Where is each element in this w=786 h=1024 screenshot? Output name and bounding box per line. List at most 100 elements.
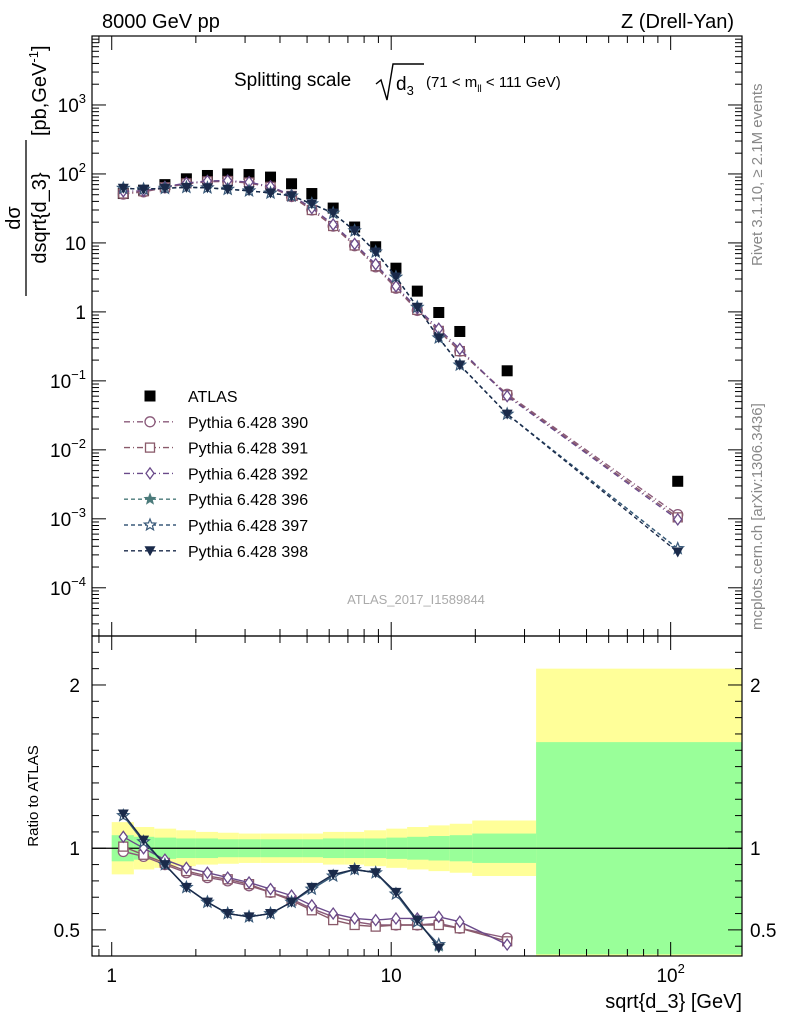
ratio-line	[122, 813, 440, 949]
ratio-point	[390, 887, 402, 898]
title-cut-open: (71 < m	[426, 74, 477, 91]
ratio-point	[202, 866, 213, 880]
legend-entry: Pythia 6.428 392	[124, 466, 308, 483]
data-point	[672, 512, 683, 527]
legend-entry: Pythia 6.428 396	[124, 492, 308, 509]
y-tick-label: 10−2	[50, 436, 86, 462]
mcplots-label: mcplots.cern.ch [arXiv:1306.3436]	[749, 403, 766, 630]
legend-marker	[142, 517, 158, 532]
data-point	[454, 325, 466, 337]
data-point	[117, 183, 129, 194]
ratio-panel-frame	[91, 635, 743, 957]
data-point	[306, 188, 318, 200]
series-line	[123, 180, 679, 516]
ratio-point	[349, 911, 360, 926]
y-tick-label: 102	[58, 160, 86, 186]
data-point	[391, 279, 401, 293]
process-label: Z (Drell-Yan)	[621, 11, 734, 33]
data-point	[349, 237, 360, 251]
data-point	[370, 257, 381, 271]
ratio-point	[181, 861, 192, 875]
data-point	[455, 342, 465, 356]
ratio-point	[370, 868, 382, 879]
ratio-point	[391, 911, 401, 926]
y-label-numerator: dσ	[3, 206, 25, 230]
title-cut-sub: ll	[477, 84, 481, 95]
data-point	[433, 306, 445, 318]
data-point	[433, 333, 445, 344]
legend-entry: ATLAS	[144, 389, 238, 406]
svg-text:dsqrt{d_3}: dsqrt{d_3}	[29, 172, 51, 264]
ratio-point	[138, 835, 150, 846]
data-point	[370, 247, 382, 258]
y-label-units-close: ]	[29, 45, 51, 51]
legend-marker	[144, 390, 156, 402]
data-point	[159, 183, 171, 194]
x-tick-label: 10	[381, 966, 402, 987]
legend-label: Pythia 6.428 392	[188, 466, 308, 483]
ratio-panel: 0.5 0.5 1 1 2 2 1 10 102 Ratio to ATLAS sqrt{d_3…	[25, 635, 776, 1013]
ratio-y-label: Ratio to ATLAS	[25, 745, 42, 846]
beam-label: 8000 GeV pp	[102, 11, 220, 33]
data-point	[286, 178, 298, 190]
title-cut-close: < 111 GeV)	[482, 74, 561, 91]
ratio-y-tick-label-right: 1	[750, 839, 761, 860]
data-point	[306, 199, 318, 210]
title-var-sub: 3	[407, 83, 414, 98]
data-point	[454, 360, 466, 371]
legend-entry: Pythia 6.428 390	[124, 415, 308, 432]
title-prefix: Splitting scale	[234, 70, 351, 91]
legend-entry: Pythia 6.428 398	[124, 544, 308, 561]
ratio-y-tick-label: 2	[69, 676, 80, 697]
rivet-label: Rivet 3.1.10, ≥ 2.1M events	[749, 84, 766, 267]
y-tick-label: 10−3	[50, 505, 86, 531]
ratio-y-tick-label-right: 2	[750, 676, 761, 697]
data-point	[286, 191, 298, 202]
ratio-point	[118, 841, 129, 852]
data-point	[265, 188, 277, 199]
ratio-point	[244, 875, 254, 890]
ratio-point	[411, 915, 423, 926]
y-label-denominator: dsqrt{d_3}	[29, 172, 51, 264]
ratio-point	[433, 910, 444, 924]
y-tick-label: 103	[58, 91, 86, 117]
legend-entry: Pythia 6.428 391	[124, 441, 308, 458]
y-tick-label: 10	[65, 234, 86, 255]
legend-marker	[145, 466, 155, 481]
legend-entry: Pythia 6.428 397	[124, 517, 308, 535]
x-tick-label: 102	[656, 961, 684, 987]
ratio-point	[201, 897, 213, 908]
ratio-point	[433, 943, 445, 954]
legend-marker	[143, 492, 157, 505]
legend-marker	[144, 546, 156, 557]
svg-text:[pb,GeV-1]: [pb,GeV-1]	[26, 45, 51, 136]
legend-label: Pythia 6.428 396	[188, 492, 308, 509]
data-point	[349, 226, 361, 237]
data-point	[502, 389, 512, 403]
y-tick-label: 10−1	[50, 367, 86, 393]
data-point	[390, 262, 402, 274]
data-point	[180, 182, 192, 193]
sqrt-symbol	[375, 63, 424, 101]
x-axis-label: sqrt{d_3} [GeV]	[605, 991, 742, 1013]
ratio-series-pythia-6-428-398	[117, 809, 445, 954]
ratio-y-tick-label-right: 0.5	[750, 921, 776, 942]
data-point	[501, 409, 513, 420]
ratio-point	[159, 860, 171, 871]
ratio-point	[117, 809, 129, 820]
chart-title: Splitting scale d3 (71 < mll < 111 GeV)	[234, 63, 561, 101]
y-tick-label: 1	[75, 303, 86, 324]
data-point	[243, 169, 255, 181]
ratio-point	[286, 897, 298, 908]
title-var: d	[396, 74, 407, 95]
data-point	[411, 285, 423, 297]
svg-text:d3: d3	[396, 74, 414, 98]
ratio-point	[265, 882, 276, 896]
data-point	[243, 186, 255, 197]
ratio-point	[370, 913, 381, 927]
data-point	[411, 302, 423, 313]
ratio-point	[118, 830, 129, 844]
data-point	[501, 365, 513, 377]
